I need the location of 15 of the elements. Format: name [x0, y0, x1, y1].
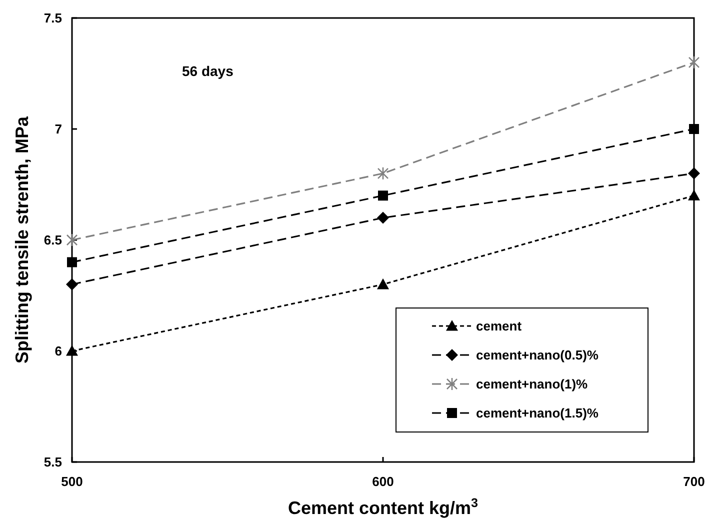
x-tick-label: 600 [372, 474, 394, 489]
legend-label: cement+nano(1.5)% [476, 406, 599, 421]
y-tick-label: 7.5 [44, 10, 62, 26]
annotation: 56 days [182, 63, 234, 79]
y-tick-label: 6 [54, 344, 62, 359]
x-axis-title: Cement content kg/m$^{3}$ [288, 496, 478, 518]
y-axis-title: Splitting tensile strenth, MPa [12, 116, 32, 364]
y-tick-label: 5.5 [44, 454, 62, 470]
y-tick-label: 7 [54, 122, 62, 137]
legend-label: cement+nano(0.5)% [476, 348, 599, 363]
x-tick-label: 700 [683, 474, 705, 489]
y-tick-label: 6.5 [44, 232, 62, 248]
x-tick-label: 500 [61, 474, 83, 489]
legend-label: cement+nano(1)% [476, 376, 588, 392]
legend-label: cement [476, 318, 522, 334]
